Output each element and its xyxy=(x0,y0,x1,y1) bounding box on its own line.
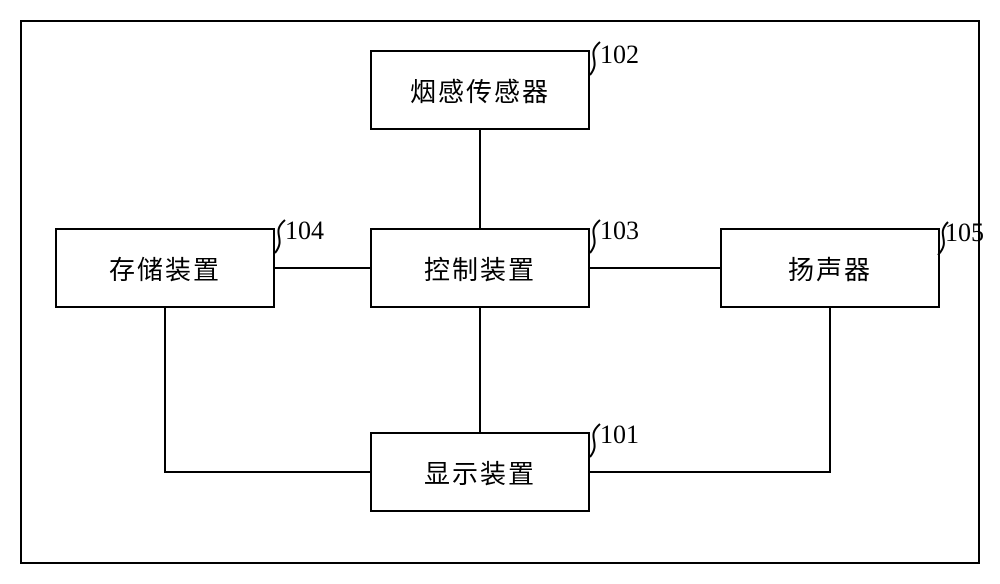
node-sensor: 烟感传感器 xyxy=(370,50,590,130)
node-controller: 控制装置 xyxy=(370,228,590,308)
node-controller-label: 控制装置 xyxy=(424,250,536,287)
node-speaker-label: 扬声器 xyxy=(788,250,872,287)
ref-display: 101 xyxy=(600,420,639,450)
ref-speaker: 105 xyxy=(945,218,984,248)
ref-sensor: 102 xyxy=(600,40,639,70)
node-sensor-label: 烟感传感器 xyxy=(410,72,550,109)
node-speaker: 扬声器 xyxy=(720,228,940,308)
diagram-canvas: 烟感传感器 控制装置 存储装置 扬声器 显示装置 102 103 104 105… xyxy=(0,0,1000,584)
ref-controller: 103 xyxy=(600,216,639,246)
node-display-label: 显示装置 xyxy=(424,454,536,491)
node-storage: 存储装置 xyxy=(55,228,275,308)
node-storage-label: 存储装置 xyxy=(109,250,221,287)
ref-storage: 104 xyxy=(285,216,324,246)
node-display: 显示装置 xyxy=(370,432,590,512)
